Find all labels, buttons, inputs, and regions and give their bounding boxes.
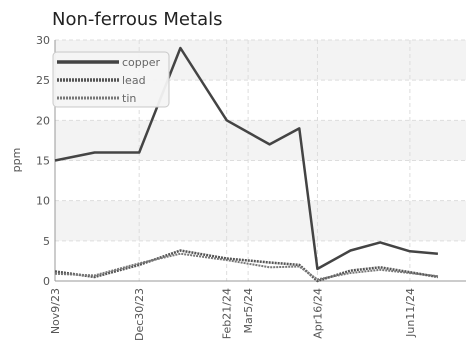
- series-line-copper: [54, 46, 439, 271]
- legend-label-lead: lead: [122, 74, 146, 87]
- x-tick-label: Jun11/24: [404, 288, 417, 338]
- y-tick-label: 5: [43, 235, 50, 248]
- y-axis-label: ppm: [10, 148, 23, 173]
- plot-band: [55, 200, 466, 241]
- legend-label-tin: tin: [122, 92, 136, 105]
- legend: copper lead tin: [52, 51, 170, 108]
- y-tick-label: 25: [36, 74, 50, 87]
- legend-label-copper: copper: [122, 56, 161, 69]
- y-tick-label: 10: [36, 195, 50, 208]
- y-tick-label: 20: [36, 114, 50, 127]
- y-tick-label: 30: [36, 34, 50, 47]
- x-tick-label: Nov9/23: [49, 288, 62, 334]
- series-line-lead: [54, 249, 439, 283]
- x-tick-label: Mar5/24: [242, 288, 255, 333]
- chart-title: Non-ferrous Metals: [52, 9, 222, 30]
- y-tick-label: 0: [43, 275, 50, 288]
- y-tick-label: 15: [36, 155, 50, 168]
- x-tick-label: Feb21/24: [221, 288, 234, 339]
- plot-band: [55, 160, 466, 201]
- series-line-tin: [54, 252, 439, 281]
- x-tick-label: Dec30/23: [133, 288, 146, 341]
- x-tick-label: Apr16/24: [311, 288, 324, 339]
